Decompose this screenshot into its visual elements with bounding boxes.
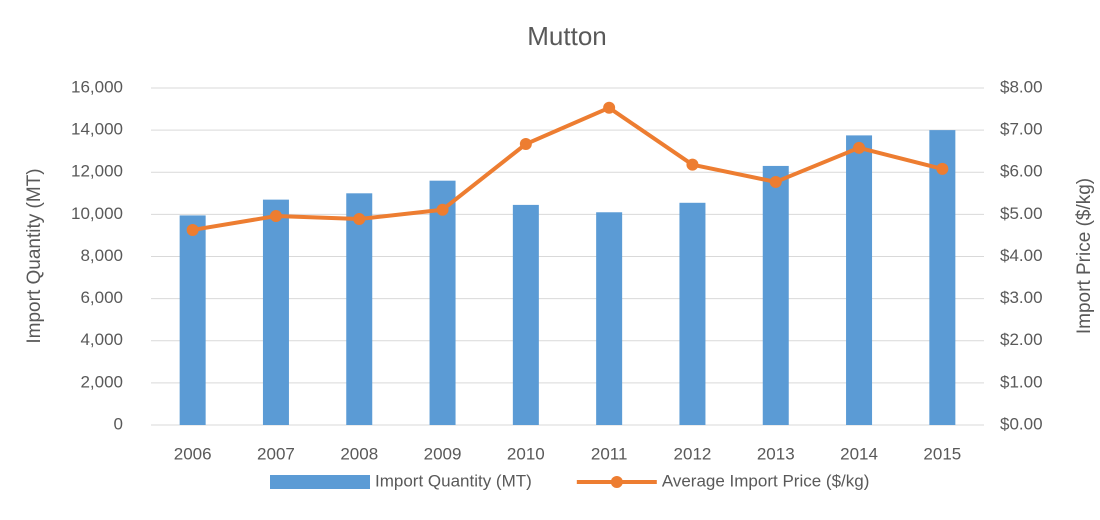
y2-tick-label: $0.00: [1000, 414, 1043, 433]
y-tick-label: 2,000: [80, 372, 123, 391]
x-tick-label: 2013: [757, 444, 795, 463]
line: [192, 105, 943, 232]
line-marker: [603, 101, 616, 114]
y2-tick-label: $6.00: [1000, 162, 1043, 181]
line-marker: [936, 162, 949, 175]
y2-tick-label: $3.00: [1000, 288, 1043, 307]
x-tick-label: 2008: [340, 444, 378, 463]
y-tick-label: 12,000: [71, 162, 123, 181]
line-marker: [269, 210, 282, 223]
y-axis-title: Import Quantity (MT): [24, 168, 45, 343]
y-tick-label: 6,000: [80, 288, 123, 307]
x-tick-label: 2011: [591, 444, 628, 463]
line-marker: [436, 203, 449, 216]
bar: [179, 215, 206, 425]
legend-swatch-marker: [610, 476, 623, 488]
y-tick-label: 4,000: [80, 330, 123, 349]
y-tick-label: 16,000: [71, 77, 123, 96]
x-tick-label: 2007: [257, 444, 295, 463]
bar: [346, 193, 373, 425]
bar: [929, 130, 956, 425]
y2-tick-label: $7.00: [1000, 120, 1043, 139]
legend-label: Average Import Price ($/kg): [662, 471, 870, 490]
line-marker: [853, 141, 866, 154]
legend-swatch: [270, 475, 370, 489]
bar: [762, 165, 789, 425]
bar: [512, 204, 539, 425]
line-marker: [686, 158, 699, 171]
y2-tick-label: $4.00: [1000, 246, 1043, 265]
x-tick-label: 2015: [923, 444, 961, 463]
x-tick-label: 2006: [174, 444, 212, 463]
x-tick-label: 2014: [840, 444, 878, 463]
bar: [262, 199, 289, 425]
y-tick-label: 14,000: [71, 120, 123, 139]
bar: [429, 180, 456, 425]
y-tick-label: 0: [114, 414, 123, 433]
bar: [846, 135, 873, 425]
y2-tick-label: $8.00: [1000, 77, 1043, 96]
line-marker: [519, 138, 532, 151]
bar: [679, 202, 706, 425]
y2-axis-title: Import Price ($/kg): [1074, 178, 1095, 334]
y-tick-label: 8,000: [80, 246, 123, 265]
line-marker: [353, 213, 366, 226]
y-tick-label: 10,000: [71, 204, 123, 223]
y2-tick-label: $2.00: [1000, 330, 1043, 349]
x-tick-label: 2012: [674, 444, 712, 463]
line-marker: [186, 223, 199, 236]
line-marker: [769, 175, 782, 188]
chart-title: Mutton: [527, 21, 607, 51]
x-tick-label: 2010: [507, 444, 545, 463]
bar: [596, 212, 623, 425]
y2-tick-label: $1.00: [1000, 372, 1043, 391]
legend-label: Import Quantity (MT): [375, 471, 532, 490]
y2-tick-label: $5.00: [1000, 204, 1043, 223]
x-tick-label: 2009: [424, 444, 462, 463]
